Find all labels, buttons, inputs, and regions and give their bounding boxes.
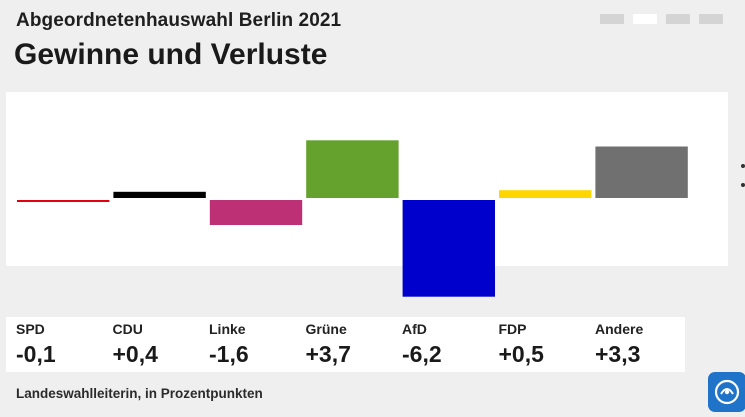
bar-afd[interactable] [402, 200, 495, 297]
party-value-cdu: +0,4 [112, 341, 158, 367]
bar-spd[interactable] [17, 200, 110, 202]
party-value-fdp: +0,5 [498, 341, 544, 367]
party-value-andere: +3,3 [595, 341, 641, 367]
chart-subtitle: Abgeordnetenhauswahl Berlin 2021 [16, 10, 342, 31]
bar-gruene[interactable] [306, 140, 399, 198]
slide-pager[interactable] [600, 14, 723, 24]
party-spd: SPD -0,1 [16, 317, 112, 372]
party-name-fdp: FDP [498, 321, 527, 337]
party-andere: Andere +3,3 [595, 317, 691, 372]
party-name-andere: Andere [595, 321, 644, 337]
party-afd: AfD -6,2 [402, 317, 498, 372]
party-value-linke: -1,6 [209, 341, 249, 367]
bar-cdu[interactable] [113, 191, 206, 198]
party-name-gruene: Grüne [305, 321, 347, 337]
party-name-spd: SPD [16, 321, 45, 337]
party-value-afd: -6,2 [402, 341, 442, 367]
party-cdu: CDU +0,4 [113, 317, 209, 372]
chevron-right-icon[interactable] [733, 160, 745, 190]
bar-chart [17, 140, 688, 297]
party-value-spd: -0,1 [16, 341, 56, 367]
party-value-gruene: +3,7 [305, 341, 351, 367]
party-name-cdu: CDU [112, 321, 143, 337]
bar-fdp[interactable] [499, 190, 592, 198]
chart-area [6, 92, 728, 297]
pager-dot-1[interactable] [600, 14, 624, 24]
party-name-linke: Linke [209, 321, 246, 337]
party-name-afd: AfD [402, 321, 427, 337]
pager-dot-2[interactable] [633, 14, 657, 24]
party-linke: Linke -1,6 [209, 317, 305, 372]
source-note: Landeswahlleiterin, in Prozentpunkten [16, 386, 263, 401]
party-fdp: FDP +0,5 [499, 317, 595, 372]
ard-logo-icon [708, 372, 745, 412]
pager-dot-3[interactable] [666, 14, 690, 24]
chart-title: Gewinne und Verluste [14, 38, 328, 71]
bar-linke[interactable] [209, 200, 303, 225]
party-gruene: Grüne +3,7 [306, 317, 402, 372]
values-row: SPD -0,1 CDU +0,4 Linke -1,6 Grüne +3,7 AfD -6,2 F… [6, 317, 685, 372]
pager-dot-4[interactable] [699, 14, 723, 24]
bar-andere[interactable] [595, 146, 688, 199]
